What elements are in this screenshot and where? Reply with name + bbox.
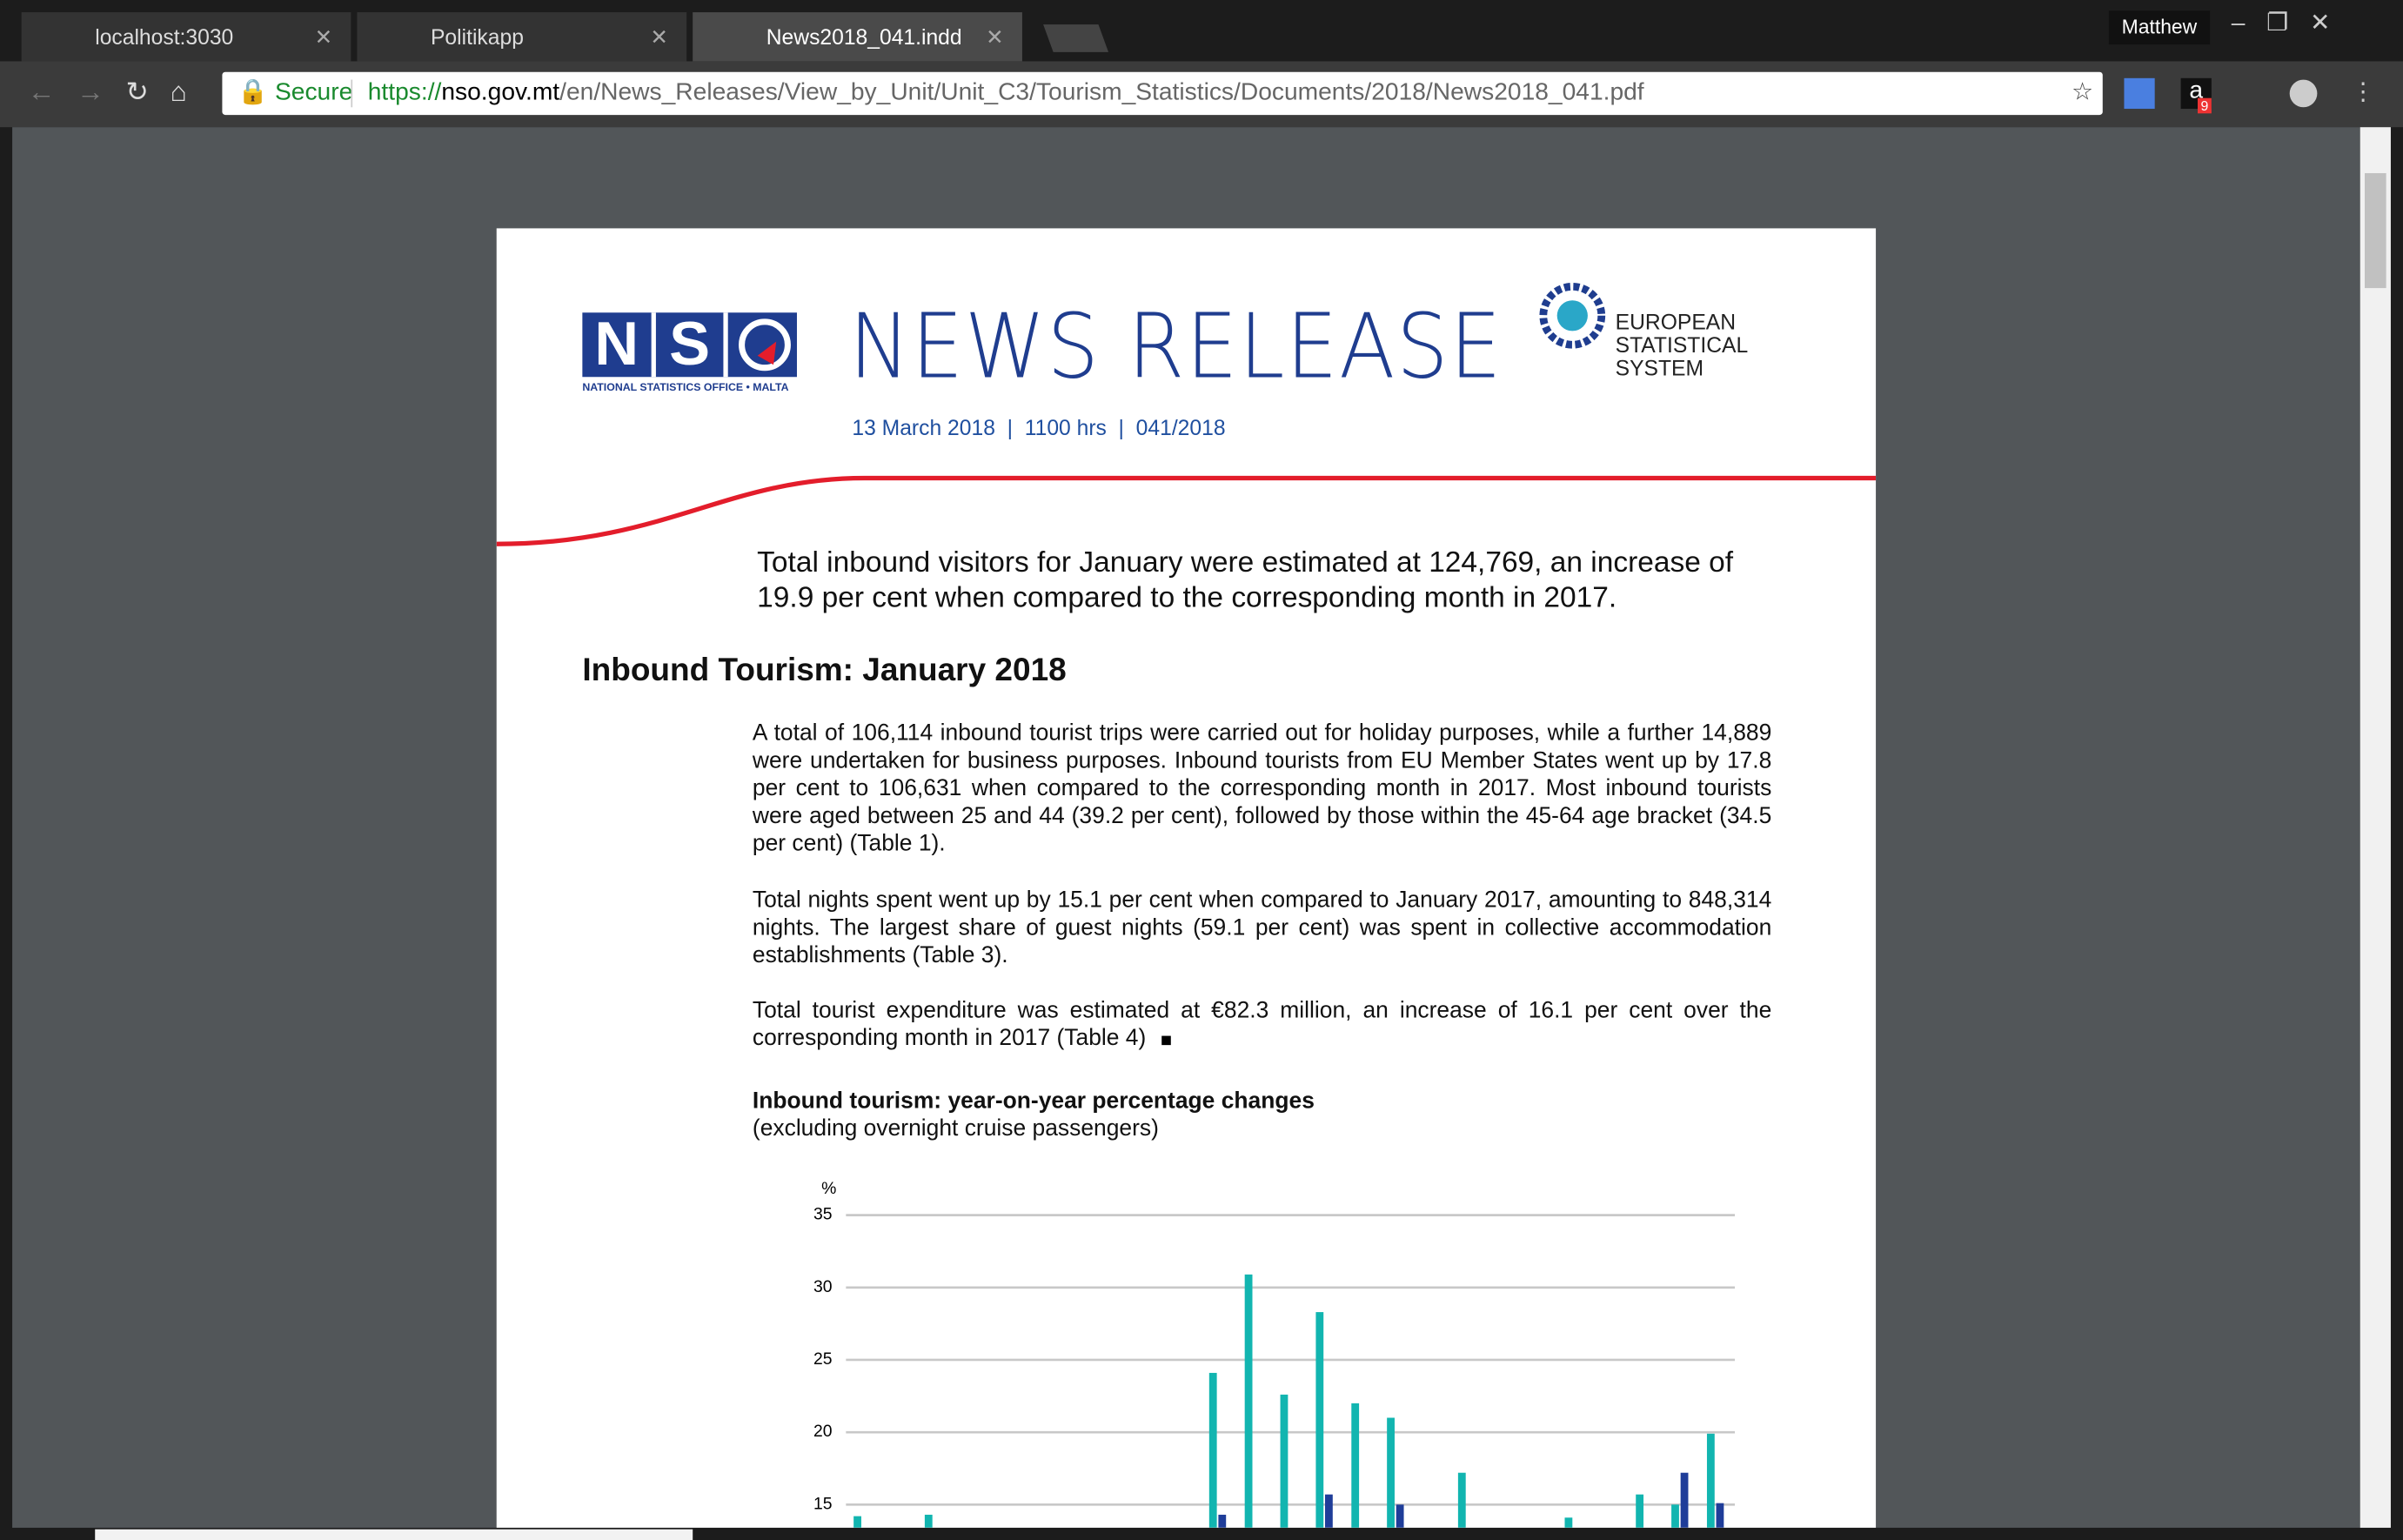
bar bbox=[1244, 1274, 1253, 1528]
tab-title: localhost:3030 bbox=[95, 24, 234, 50]
logo-letter: N bbox=[594, 311, 639, 379]
url-path: /en/News_Releases/View_by_Unit/Unit_C3/T… bbox=[559, 79, 1644, 106]
bar bbox=[1706, 1433, 1715, 1528]
bar bbox=[1716, 1503, 1724, 1528]
paragraph-text: Total tourist expenditure was estimated … bbox=[752, 997, 1772, 1052]
y-tick-label: 30 bbox=[813, 1277, 833, 1296]
url-host: nso.gov.mt bbox=[441, 79, 560, 106]
bar bbox=[1396, 1504, 1404, 1528]
menu[interactable]: ⋮ bbox=[2351, 79, 2376, 106]
ess-logo bbox=[1539, 282, 1606, 349]
y-tick-label: 20 bbox=[813, 1422, 833, 1441]
y-unit: % bbox=[821, 1179, 836, 1198]
bar bbox=[1671, 1504, 1679, 1528]
profile[interactable]: Matthew bbox=[2108, 10, 2211, 45]
y-tick-label: 15 bbox=[813, 1494, 833, 1513]
bar bbox=[1457, 1472, 1466, 1528]
extension[interactable] bbox=[2289, 79, 2318, 108]
chart-title: Inbound tourism: year-on-year percentage… bbox=[752, 1088, 1315, 1115]
y-tick-label: 35 bbox=[813, 1205, 833, 1224]
tab[interactable]: localhost:3030 ✕ bbox=[21, 12, 351, 62]
bar bbox=[1324, 1494, 1333, 1528]
chart: % 15 20 25 30 35 bbox=[813, 1179, 1736, 1528]
paragraph: A total of 106,114 inbound tourist trips… bbox=[752, 720, 1772, 857]
heading: Inbound Tourism: January 2018 bbox=[582, 653, 1067, 688]
secure-label: Secure bbox=[274, 79, 353, 106]
bar bbox=[1387, 1417, 1395, 1528]
bar bbox=[924, 1514, 933, 1528]
bar bbox=[1208, 1372, 1217, 1528]
nav-buttons[interactable]: ←→↻⌂ bbox=[27, 77, 209, 108]
pdf-viewer: N S NATIONAL STATISTICS OFFICE • MALTA N… bbox=[12, 127, 2360, 1528]
tab-title: Politikapp bbox=[430, 24, 524, 50]
new-tab[interactable] bbox=[1043, 24, 1109, 52]
badge: 9 bbox=[2197, 97, 2212, 114]
tab-title: News2018_041.indd bbox=[766, 24, 962, 50]
omnibox[interactable]: 🔒 Secure https://nso.gov.mt/en/News_Rele… bbox=[222, 71, 2103, 116]
nso-logo: N S bbox=[582, 311, 797, 379]
news-release-title: NEWS RELEASE bbox=[848, 294, 1503, 398]
ess-line: STATISTICAL bbox=[1615, 332, 1749, 358]
red-curve bbox=[496, 475, 1877, 546]
tab[interactable]: News2018_041.indd ✕ bbox=[693, 12, 1022, 62]
bar bbox=[1636, 1494, 1644, 1528]
bar bbox=[853, 1516, 861, 1528]
bar bbox=[1351, 1403, 1360, 1528]
ess-line: EUROPEAN bbox=[1615, 309, 1737, 334]
ess-text: EUROPEAN STATISTICAL SYSTEM bbox=[1616, 311, 1749, 380]
extension[interactable] bbox=[2124, 77, 2155, 110]
ess-line: SYSTEM bbox=[1615, 355, 1704, 380]
chart-subtitle: (excluding overnight cruise passengers) bbox=[752, 1115, 1159, 1142]
bar bbox=[1280, 1394, 1289, 1528]
download-bar bbox=[95, 1529, 693, 1540]
tab[interactable]: Politikapp ✕ bbox=[357, 12, 687, 62]
y-tick-label: 25 bbox=[813, 1349, 833, 1369]
pdf-page: N S NATIONAL STATISTICS OFFICE • MALTA N… bbox=[496, 228, 1877, 1528]
lead: Total inbound visitors for January were … bbox=[757, 546, 1734, 615]
bar bbox=[1680, 1472, 1689, 1528]
bar bbox=[1218, 1514, 1227, 1528]
paragraph: Total nights spent went up by 15.1 per c… bbox=[752, 887, 1772, 969]
paragraph: Total tourist expenditure was estimated … bbox=[753, 998, 1771, 1053]
logo-letter: S bbox=[651, 312, 729, 378]
logo-caption: NATIONAL STATISTICS OFFICE • MALTA bbox=[582, 383, 789, 394]
bar bbox=[1564, 1517, 1573, 1528]
dateline: 13 March 2018 | 1100 hrs | 041/2018 bbox=[852, 415, 1226, 440]
scrollbar[interactable] bbox=[2359, 127, 2391, 1528]
url-scheme: https:// bbox=[367, 79, 442, 106]
bar bbox=[1315, 1312, 1324, 1528]
window-controls[interactable]: –❐✕ bbox=[2231, 10, 2353, 37]
